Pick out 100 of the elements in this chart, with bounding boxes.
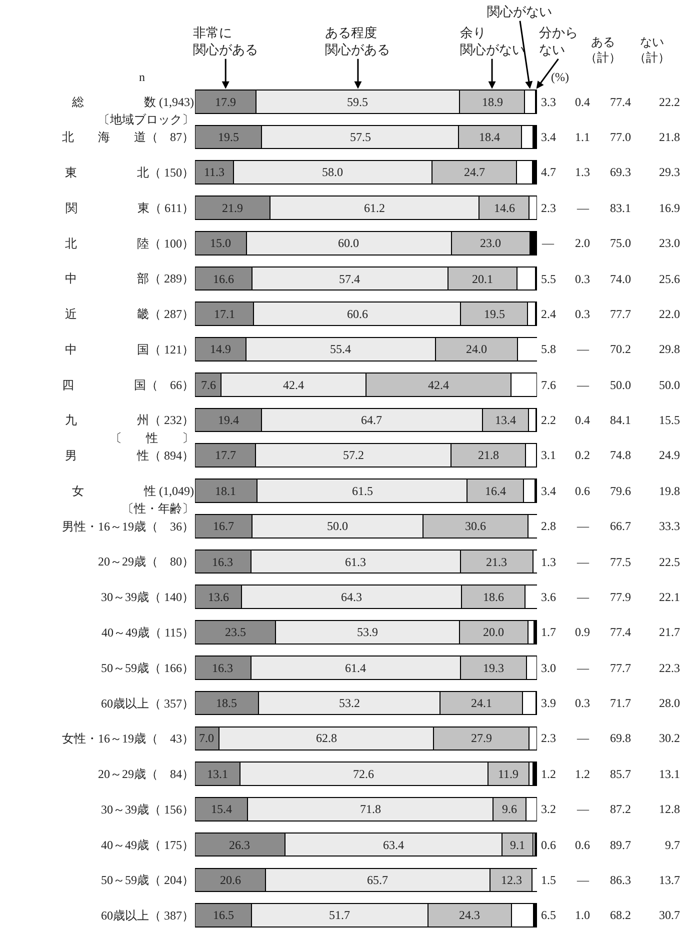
text: 28.0 [659,696,680,710]
data-label: 3.2 [541,802,556,816]
data-label: 0.4 [575,95,590,109]
y-tick-label: 東 北（ 150） [65,166,194,180]
text: 24.9 [659,448,680,462]
text: 75.0 [610,236,631,250]
data-label: 5.5 [541,272,556,286]
y-tick-label: 20～29歳（ 80） [98,554,194,569]
y-tick-label: 中 部（ 289） [65,272,194,286]
data-label: 3.0 [541,661,556,675]
data-label: 23.0 [480,236,501,250]
text: 87.2 [610,802,631,816]
text: 22.1 [659,590,680,604]
data-label: 18.1 [215,484,236,498]
text: 15.5 [659,413,680,427]
data-label: 9.6 [502,802,517,816]
text: 50.0 [610,378,631,392]
text: 66.7 [610,519,631,533]
text: 非常に関心がある [193,25,258,57]
data-label: 3.1 [541,448,556,462]
data-label: 23.5 [225,625,246,639]
data-label: — [576,661,590,675]
data-label: — [576,201,590,215]
y-tick-label: 50～59歳（ 204） [101,873,194,888]
data-label: 57.2 [343,448,364,462]
text: 22.3 [659,661,680,675]
text: 13.1 [659,767,680,781]
y-tick-label: 総 数 (1,943) [71,94,194,109]
data-label: 2.0 [575,236,590,250]
data-label: 0.3 [575,696,590,710]
text: ない（計） [634,35,670,65]
data-label: 1.1 [575,130,590,144]
data-label: 7.6 [541,378,556,392]
data-label: 3.4 [541,130,556,144]
data-label: 42.4 [428,378,449,392]
text: 69.8 [610,731,631,745]
y-tick-label: 60歳以上（ 387） [101,908,194,923]
data-label: 2.8 [541,519,556,533]
text: 77.9 [610,590,631,604]
data-label: 7.6 [201,378,216,392]
y-tick-label: 60歳以上（ 357） [101,696,194,710]
data-label: 3.3 [541,95,556,109]
data-label: 2.3 [541,201,556,215]
text: 77.0 [610,130,631,144]
data-label: 11.3 [204,165,225,179]
data-label: — [576,590,590,604]
data-label: 13.1 [207,767,228,781]
data-label: 17.7 [215,448,236,462]
data-label: 16.6 [213,272,234,286]
data-label: 1.5 [541,873,556,887]
data-label: 16.5 [213,908,234,922]
data-label: 19.3 [483,661,504,675]
data-label: 5.8 [541,342,556,356]
data-label: 1.7 [541,625,556,639]
y-tick-label: 男 性（ 894） [65,448,194,463]
y-tick-label: 〔地域ブロック〕 [98,112,194,127]
text: 85.7 [610,767,631,781]
data-label: 20.6 [220,873,241,887]
data-label: 0.6 [575,484,590,498]
data-label: 18.9 [482,95,503,109]
data-label: 0.6 [575,838,590,852]
data-label: 21.8 [478,448,499,462]
data-label: 9.1 [510,838,525,852]
data-label: 18.5 [216,696,237,710]
y-tick-label: 50～59歳（ 166） [101,660,194,675]
text: 50.0 [659,378,680,392]
data-label: 27.9 [471,731,492,745]
text: 68.2 [610,908,631,922]
text: 30.2 [659,731,680,745]
data-label: 24.3 [459,908,480,922]
text: 29.8 [659,342,680,356]
data-label: 65.7 [367,873,388,887]
data-label: 50.0 [327,519,348,533]
data-label: 2.3 [541,731,556,745]
data-label: 16.4 [485,484,506,498]
data-label: 0.2 [575,448,590,462]
data-label: 72.6 [353,767,374,781]
data-label: 4.7 [541,165,556,179]
text: 77.4 [610,95,631,109]
y-tick-label: 〔性・年齢〕 [122,502,194,516]
data-label: 13.6 [208,590,229,604]
data-label: — [576,342,590,356]
y-tick-label: 女性・16～19歳（ 43） [62,732,194,746]
y-tick-label: 20～29歳（ 84） [98,767,194,781]
text: 22.0 [659,307,680,321]
y-tick-label: 40～49歳（ 175） [101,838,194,852]
data-label: 53.2 [339,696,360,710]
data-label: 57.5 [350,130,371,144]
data-label: 19.5 [484,307,505,321]
y-tick-label: 40～49歳（ 115） [101,625,194,640]
text: 74.8 [610,448,631,462]
data-label: 1.3 [575,165,590,179]
data-label: 19.5 [218,130,239,144]
data-label: 61.4 [345,661,366,675]
data-label: — [576,873,590,887]
y-tick-label: 北 陸（ 100） [65,236,194,250]
data-label: 64.3 [341,590,362,604]
text: 22.2 [659,95,680,109]
text: 69.3 [610,165,631,179]
data-label: 64.7 [361,413,382,427]
